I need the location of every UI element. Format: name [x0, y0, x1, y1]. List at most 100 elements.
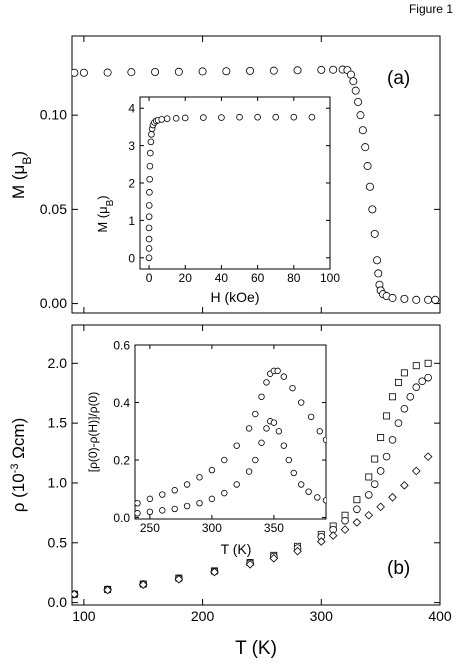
panel-b-marks	[72, 359, 433, 599]
panel-b-series-0-point	[377, 434, 385, 441]
panel-b-series-2-point	[103, 585, 112, 595]
panel-a-series-0-point	[412, 295, 421, 304]
panel-b-series-2-point	[423, 452, 433, 461]
inset-a-series-0-point	[163, 115, 171, 122]
panel-b-xlabel: T (K)	[235, 638, 277, 659]
panel-b-series-2-point	[174, 574, 184, 584]
panel-a-series-0-point	[431, 295, 440, 304]
panel-b-series-2-point	[138, 580, 148, 589]
panel-b-series-2-point	[352, 518, 362, 527]
inset-a-series-0-point	[254, 113, 261, 121]
inset-a: 0 20 40 60 80 100 0 1 2 3 4 H (kOe) M (μB)	[95, 96, 340, 305]
inset-b-series-0-point	[183, 481, 191, 488]
panel-a: 0.00 0.05 0.10 (a) M (μB)	[9, 35, 441, 314]
panel-b-xtick-label: 300	[310, 608, 334, 624]
panel-b-ticks: 100 200 300 400 0.0 0.5 1.0 1.5 2.0	[48, 325, 452, 624]
inset-a-series-0-point	[147, 138, 155, 146]
panel-a-series-0-point	[127, 68, 136, 77]
inset-a-series-0-point	[145, 202, 153, 209]
panel-a-frame	[71, 35, 441, 314]
panel-a-series-0-point	[370, 229, 379, 238]
inset-b-series-0-point	[146, 495, 154, 503]
inset-b-ytick-label: 0.4	[113, 396, 130, 410]
panel-b-series-1-point	[341, 516, 349, 525]
panel-b-series-1-point	[388, 436, 397, 444]
inset-b-xtick-label: 250	[140, 521, 160, 535]
panel-a-series-0-point	[365, 182, 374, 191]
inset-a-xlabel: H (kOe)	[211, 289, 260, 305]
inset-a-series-0-point	[290, 113, 298, 121]
figure-label: Figure 1	[408, 2, 453, 16]
inset-b-series-0-point	[159, 491, 166, 498]
inset-a-series-0-point	[145, 245, 153, 252]
panel-b-series-1-point	[364, 491, 373, 499]
panel-a-series-0-point	[424, 295, 433, 304]
panel-a-ytick-label: 0.05	[40, 201, 67, 217]
inset-a-series-0-point	[218, 114, 225, 121]
panel-b-series-0-point	[371, 455, 379, 463]
inset-a-ytick-label: 3	[128, 139, 135, 153]
inset-b-series-1-point	[263, 425, 270, 432]
panel-b-series-2-point	[269, 554, 279, 563]
panel-a-ylabel: M (μB)	[9, 151, 34, 199]
panel-b-ytick-label: 0.5	[48, 534, 68, 550]
panel-a-series-0-point	[388, 293, 397, 302]
panel-b-series-1-point	[418, 377, 426, 386]
inset-b-xlabel: T (K)	[221, 541, 252, 557]
panel-b-series-0-point	[365, 473, 373, 481]
inset-b-series-0-point	[263, 379, 270, 386]
panel-b-series-2-point	[340, 525, 350, 534]
inset-b-series-1-point	[305, 488, 312, 495]
panel-a-series-0-point	[174, 67, 183, 76]
panel-b-series-1-point	[376, 467, 385, 475]
inset-b-xtick-label: 300	[202, 521, 222, 535]
panel-b-series-2-point	[210, 567, 219, 577]
inset-b-series-0-point	[196, 474, 203, 481]
inset-b-series-0-point	[316, 428, 323, 435]
panel-b-ytick-label: 0.0	[48, 594, 68, 610]
panel-b-series-1-point	[370, 480, 379, 488]
panel-b-series-1-point	[353, 505, 361, 514]
panel-b-ylabel: ρ (10-3 Ωcm)	[9, 418, 28, 513]
panel-b-series-2-point	[376, 502, 385, 512]
panel-a-series-0-point	[351, 86, 360, 95]
panel-b-series-1-point	[382, 452, 391, 461]
panel-b-series-2-point	[328, 531, 338, 540]
inset-b-series-0-point	[171, 487, 178, 494]
inset-a-xtick-label: 0	[146, 271, 153, 285]
inset-b-series-1-point	[322, 497, 326, 504]
inset-a-xtick-label: 80	[287, 271, 301, 285]
panel-a-series-0-point	[368, 205, 377, 214]
panel-b-series-1-point	[394, 419, 403, 427]
panel-b-series-2-point	[316, 537, 326, 546]
inset-a-series-0-point	[145, 213, 153, 220]
panel-a-label: (a)	[387, 68, 410, 89]
inset-b-ytick-label: 0.0	[113, 511, 130, 525]
panel-b-series-0-point	[389, 393, 396, 401]
panel-a-series-0-point	[349, 77, 358, 86]
panel-b-series-1-point	[412, 383, 421, 392]
panel-a-series-0-point	[317, 65, 326, 74]
panel-a-series-0-point	[246, 66, 255, 75]
inset-b-series-1-point	[270, 419, 278, 426]
inset-a-ytick-label: 2	[128, 177, 135, 191]
panel-b-series-0-point	[353, 496, 361, 504]
panel-b-frame	[71, 324, 441, 606]
panel-b-series-2-point	[364, 510, 374, 520]
inset-a-ticks: 0 20 40 60 80 100 0 1 2 3 4	[128, 97, 340, 285]
inset-b-ytick-label: 0.6	[113, 339, 130, 353]
panel-a-marks	[72, 65, 440, 304]
inset-a-xtick-label: 60	[251, 271, 265, 285]
inset-a-series-0-point	[236, 113, 243, 121]
panel-a-series-0-point	[374, 269, 383, 278]
panel-a-series-0-point	[363, 162, 372, 171]
panel-b-series-0-point	[400, 369, 408, 377]
panel-b-xtick-label: 100	[72, 608, 96, 624]
panel-b-ytick-label: 2.0	[48, 355, 68, 371]
panel-b-series-1-point	[424, 373, 432, 382]
panel-a-ytick-label: 0.10	[40, 107, 67, 123]
inset-a-ylabel: M (μB)	[95, 195, 116, 232]
panel-a-ticks: 0.00 0.05 0.10	[40, 36, 441, 313]
inset-b-series-0-point	[233, 442, 240, 449]
inset-b-series-1-point	[275, 428, 283, 435]
